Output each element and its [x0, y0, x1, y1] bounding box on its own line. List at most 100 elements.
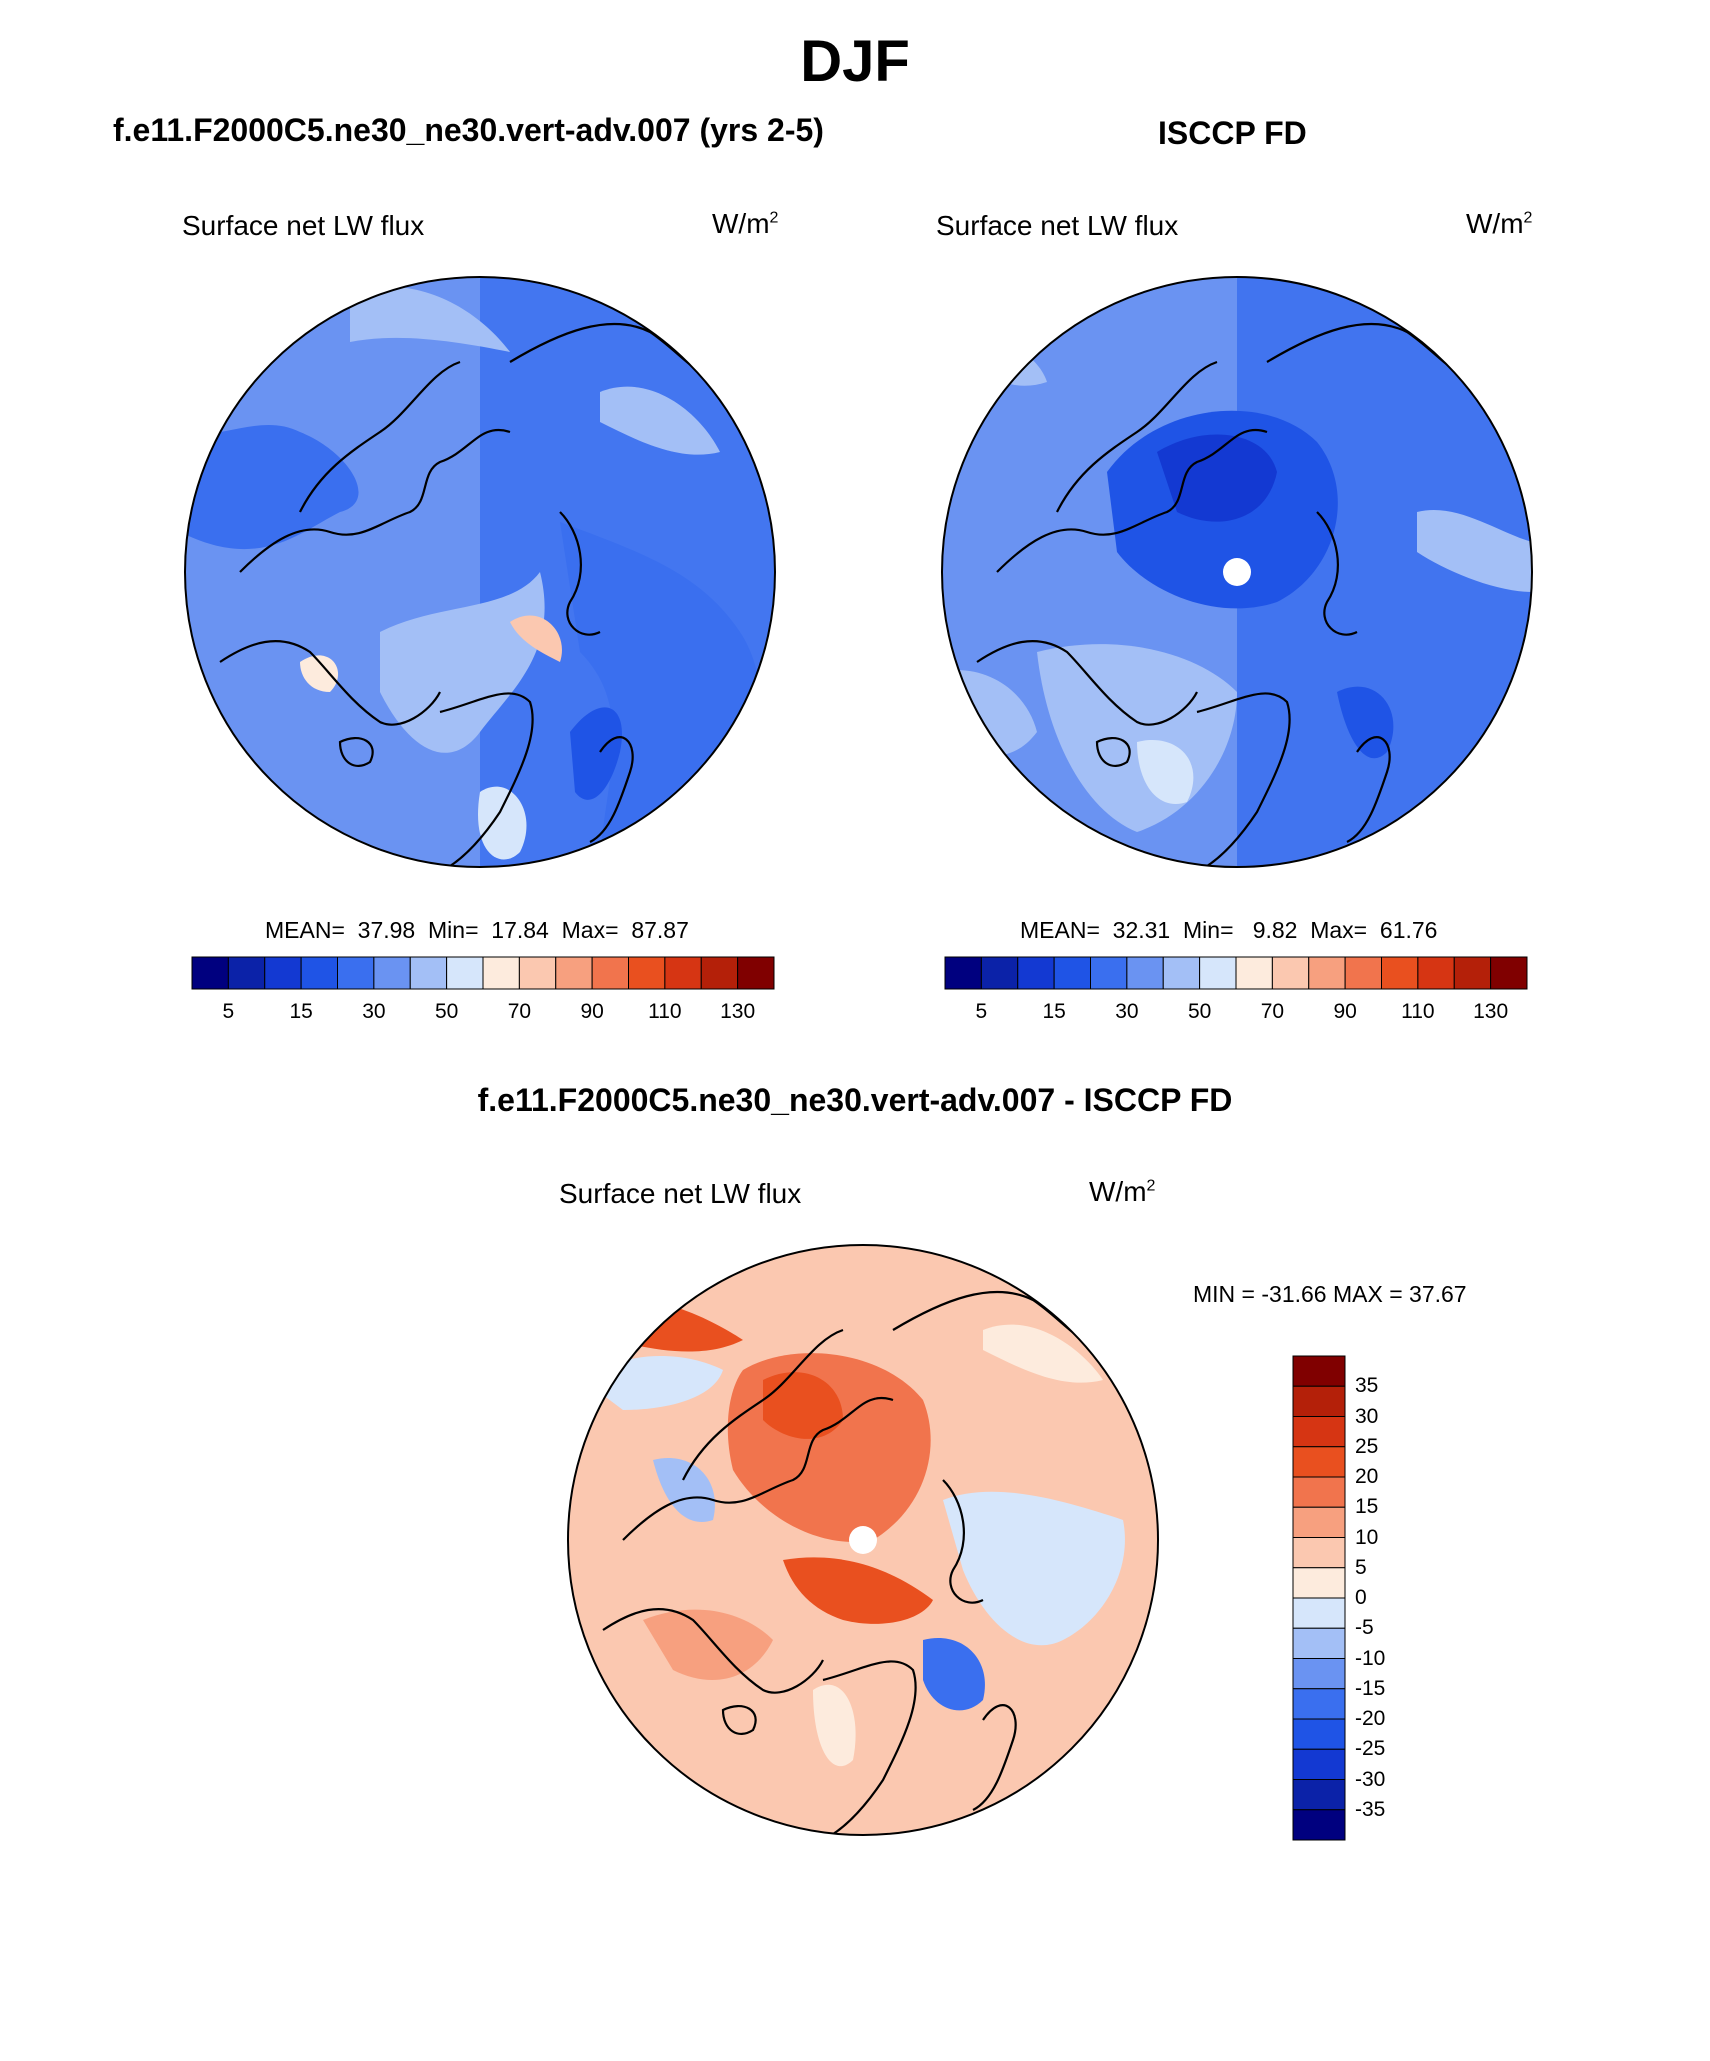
colorbar-swatch: [337, 956, 375, 990]
model-colorbar: [191, 956, 775, 990]
colorbar-swatch: [980, 956, 1019, 990]
colorbar-swatch: [227, 956, 266, 990]
colorbar-swatch: [1292, 1416, 1346, 1448]
colorbar-tick-label: 30: [1355, 1404, 1379, 1428]
model-max-label: Max=: [561, 917, 619, 943]
colorbar-tick-label: 130: [720, 1000, 756, 1023]
diff-panel-title: f.e11.F2000C5.ne30_ne30.vert-adv.007 - I…: [477, 1082, 1233, 1118]
colorbar-swatch: [737, 956, 775, 990]
diff-colorbar: [1292, 1355, 1346, 1841]
obs-variable-label: Surface net LW flux: [936, 210, 1179, 241]
diff-minmax: MIN = -31.66 MAX = 37.67: [1193, 1281, 1467, 1307]
colorbar-tick-label: -20: [1355, 1707, 1386, 1730]
colorbar-swatch: [264, 956, 302, 990]
colorbar-swatch: [482, 956, 520, 990]
diff-units-label: W/m2: [1089, 1176, 1156, 1207]
colorbar-swatch: [1271, 956, 1310, 990]
colorbar-tick-label: 35: [1355, 1374, 1379, 1398]
colorbar-tick-label: 110: [648, 1000, 682, 1023]
colorbar-tick-label: 0: [1355, 1586, 1367, 1609]
obs-min-value: 9.82: [1252, 917, 1298, 943]
colorbar-swatch: [664, 956, 702, 990]
colorbar-swatch: [700, 956, 739, 990]
colorbar-swatch: [1292, 1597, 1346, 1629]
obs-max-label: Max=: [1310, 917, 1368, 943]
colorbar-tick-label: 5: [1355, 1555, 1367, 1579]
colorbar-swatch: [409, 956, 448, 990]
colorbar-tick-label: 15: [289, 1000, 313, 1023]
obs-min-label: Min=: [1183, 917, 1234, 943]
model-min-value: 17.84: [491, 917, 549, 943]
colorbar-tick-label: 70: [1260, 1000, 1285, 1023]
colorbar-swatch: [1090, 956, 1128, 990]
colorbar-tick-label: -35: [1355, 1797, 1386, 1821]
diff-variable-label: Surface net LW flux: [559, 1178, 802, 1209]
colorbar-tick-label: 25: [1355, 1434, 1379, 1458]
colorbar-swatch: [1292, 1688, 1346, 1720]
colorbar-swatch: [1292, 1809, 1346, 1841]
colorbar-swatch: [1292, 1506, 1346, 1538]
colorbar-swatch: [1235, 956, 1273, 990]
colorbar-tick-label: 70: [507, 1000, 532, 1023]
colorbar-tick-label: 90: [580, 1000, 604, 1023]
colorbar-tick-label: -25: [1355, 1737, 1386, 1761]
colorbar-swatch: [1292, 1537, 1346, 1569]
colorbar-tick-label: 5: [222, 1000, 235, 1023]
colorbar-swatch: [555, 956, 593, 990]
colorbar-swatch: [1199, 956, 1237, 990]
model-panel-title: f.e11.F2000C5.ne30_ne30.vert-adv.007 (yr…: [113, 112, 824, 148]
colorbar-swatch: [1053, 956, 1091, 990]
model-variable-label: Surface net LW flux: [182, 210, 425, 241]
colorbar-swatch: [1381, 956, 1419, 990]
obs-max-value: 61.76: [1379, 917, 1438, 943]
colorbar-tick-label: -10: [1355, 1646, 1386, 1670]
colorbar-swatch: [1292, 1355, 1346, 1387]
colorbar-swatch: [1308, 956, 1346, 990]
colorbar-tick-label: -5: [1355, 1616, 1374, 1640]
model-min-label: Min=: [428, 917, 479, 943]
colorbar-tick-label: 90: [1333, 1000, 1357, 1023]
colorbar-tick-label: 15: [1355, 1495, 1379, 1519]
colorbar-swatch: [1417, 956, 1455, 990]
colorbar-swatch: [1453, 956, 1492, 990]
model-stats: MEAN= 37.98 Min= 17.84 Max= 87.87: [265, 917, 689, 944]
model-mean-label: MEAN=: [265, 917, 345, 943]
colorbar-tick-label: 50: [1187, 1000, 1212, 1023]
colorbar-tick-label: 30: [1115, 1000, 1139, 1023]
colorbar-tick-label: -30: [1355, 1767, 1386, 1791]
colorbar-tick-label: 5: [975, 1000, 988, 1023]
colorbar-swatch: [944, 956, 982, 990]
obs-polar-map: [941, 276, 1533, 868]
colorbar-tick-label: -15: [1355, 1676, 1386, 1700]
colorbar-swatch: [1292, 1779, 1346, 1811]
colorbar-swatch: [1292, 1748, 1346, 1780]
model-mean-value: 37.98: [357, 917, 416, 943]
colorbar-tick-label: 10: [1355, 1525, 1379, 1549]
obs-mean-value: 32.31: [1112, 917, 1171, 943]
colorbar-tick-label: 20: [1355, 1465, 1379, 1488]
colorbar-swatch: [628, 956, 666, 990]
colorbar-swatch: [1344, 956, 1382, 990]
diff-polar-map: [567, 1244, 1159, 1836]
colorbar-swatch: [1292, 1627, 1346, 1659]
colorbar-swatch: [1292, 1385, 1346, 1417]
obs-mean-label: MEAN=: [1020, 917, 1100, 943]
colorbar-swatch: [446, 956, 484, 990]
colorbar-tick-label: 130: [1473, 1000, 1509, 1023]
colorbar-swatch: [1292, 1658, 1346, 1690]
obs-colorbar: [944, 956, 1528, 990]
colorbar-swatch: [373, 956, 411, 990]
obs-panel-title: ISCCP FD: [1158, 115, 1307, 151]
colorbar-swatch: [1292, 1446, 1346, 1478]
colorbar-swatch: [191, 956, 229, 990]
colorbar-swatch: [1292, 1718, 1346, 1750]
colorbar-swatch: [1126, 956, 1164, 990]
figure-title: DJF: [800, 29, 910, 94]
diff-colorbar-ticks: 35 30 25 20 15 10 5 0 -5 -10 -15 -20 -25 -30 -35: [1355, 1356, 1435, 1840]
colorbar-swatch: [1292, 1476, 1346, 1508]
colorbar-swatch: [591, 956, 629, 990]
model-units-label: W/m2: [712, 208, 779, 239]
model-max-value: 87.87: [631, 917, 689, 943]
colorbar-tick-label: 50: [434, 1000, 459, 1023]
colorbar-tick-label: 110: [1401, 1000, 1435, 1023]
